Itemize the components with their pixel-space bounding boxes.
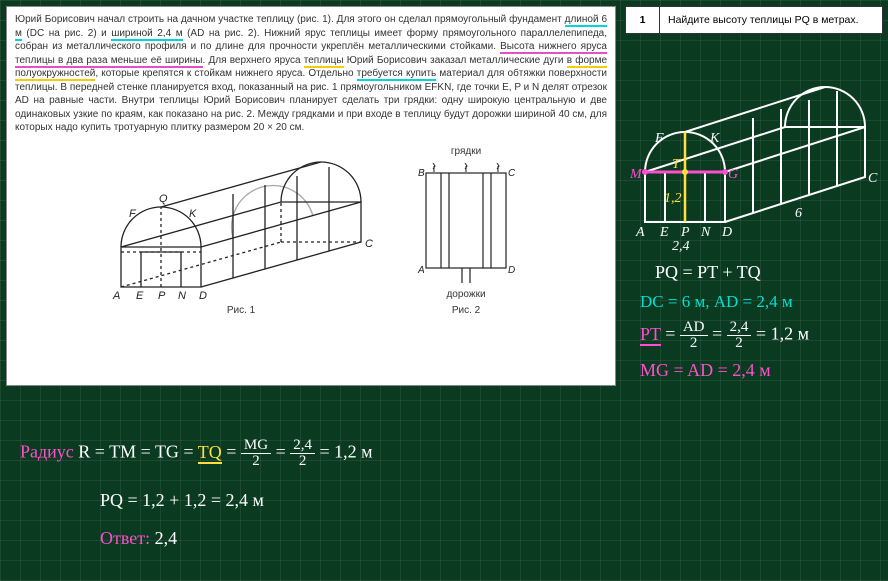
t: . Для верхнего яруса xyxy=(203,55,304,66)
fig1-label: Рис. 1 xyxy=(101,304,381,318)
r4: = 1,2 м xyxy=(315,442,373,462)
bC: C xyxy=(868,171,878,186)
eq1: PQ = PT + TQ xyxy=(655,262,761,283)
ans-v: 2,4 xyxy=(150,528,177,548)
bF: F xyxy=(654,131,664,146)
r3: = xyxy=(271,442,290,462)
bD: D xyxy=(721,225,732,240)
l2B: B xyxy=(418,168,425,179)
eq7: Ответ: 2,4 xyxy=(100,528,177,549)
lP: P xyxy=(158,290,166,302)
hl-tp: теплицы xyxy=(304,55,344,68)
question-number: 1 xyxy=(626,7,660,33)
end: = 1,2 м xyxy=(751,324,809,344)
fig2-top: грядки xyxy=(411,145,521,159)
lD: D xyxy=(199,290,207,302)
question-text: Найдите высоту теплицы PQ в метрах. xyxy=(660,14,859,26)
r1: R = TM = TG = xyxy=(74,442,198,462)
eq2: DC = 6 м, AD = 2,4 м xyxy=(640,292,793,312)
e2: = xyxy=(708,324,727,344)
lQ: Q xyxy=(159,193,168,205)
figure-2: грядки A B C D xyxy=(411,145,521,318)
bM: M xyxy=(630,167,643,182)
t: Юрий Борисович начал строить на дачном у… xyxy=(15,14,565,25)
pt: PT xyxy=(640,324,661,346)
eq5: Радиус R = TM = TG = TQ = MG2 = 2,42 = 1… xyxy=(20,438,373,469)
figures: F Q K C A E P N D Рис. 1 грядки xyxy=(15,145,607,318)
lA: A xyxy=(112,290,120,302)
lK: K xyxy=(189,208,197,220)
eq6: PQ = 1,2 + 1,2 = 2,4 м xyxy=(100,490,264,511)
r2: = xyxy=(222,442,241,462)
l2D: D xyxy=(508,265,515,276)
d2: 2 xyxy=(732,336,746,351)
lC: C xyxy=(365,238,373,250)
fig2-bot: дорожки xyxy=(411,288,521,302)
problem-card: Юрий Борисович начал строить на дачном у… xyxy=(6,6,616,386)
t: , которые крепятся к стойкам нижнего яру… xyxy=(95,68,356,79)
n3: MG xyxy=(241,438,271,454)
t: (DC на рис. 2) и xyxy=(22,28,111,39)
lF: F xyxy=(129,208,137,220)
dims: 6 xyxy=(795,206,802,221)
bE: E xyxy=(659,225,669,240)
problem-text: Юрий Борисович начал строить на дачном у… xyxy=(15,13,607,135)
l2C: C xyxy=(508,168,516,179)
d4: 2 xyxy=(296,454,310,469)
lE: E xyxy=(136,290,144,302)
dimb: 2,4 xyxy=(672,239,690,252)
eq3: PT = AD2 = 2,42 = 1,2 м xyxy=(640,320,809,351)
big-figure: F K C A E P N D M T G 1,2 2,4 6 xyxy=(630,42,880,242)
lN: N xyxy=(178,290,186,302)
hl-buy: требуется купить xyxy=(357,68,437,81)
n2: 2,4 xyxy=(727,320,752,336)
fig2-label: Рис. 2 xyxy=(411,304,521,318)
t: Юрий Борисович заказал металлические дуг… xyxy=(344,55,567,66)
n4: 2,4 xyxy=(290,438,315,454)
bA: A xyxy=(635,225,645,240)
l2A: A xyxy=(417,265,425,276)
hl-wid: шириной 2,4 м xyxy=(111,28,182,41)
rad: Радиус xyxy=(20,442,74,462)
eq4: MG = AD = 2,4 м xyxy=(640,360,771,381)
tq: TQ xyxy=(198,442,222,464)
ans-l: Ответ: xyxy=(100,528,150,548)
d3: 2 xyxy=(249,454,263,469)
question-box: 1 Найдите высоту теплицы PQ в метрах. xyxy=(625,6,883,34)
e: = xyxy=(661,324,680,344)
bN: N xyxy=(700,225,711,240)
bK: K xyxy=(709,131,720,146)
figure-1: F Q K C A E P N D Рис. 1 xyxy=(101,147,381,318)
bG: G xyxy=(728,167,738,182)
dimh: 1,2 xyxy=(664,191,682,206)
n: AD xyxy=(680,320,708,336)
d: 2 xyxy=(687,336,701,351)
bT: T xyxy=(672,157,681,172)
bP: P xyxy=(680,225,690,240)
